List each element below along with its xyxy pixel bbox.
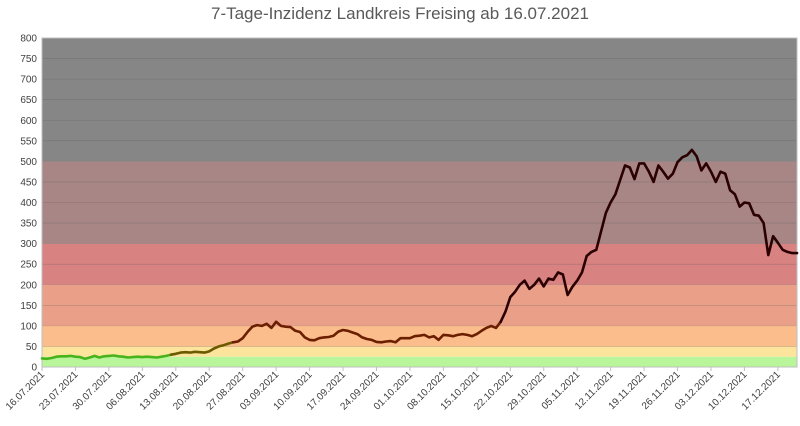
y-tick-label: 400 — [20, 198, 37, 209]
incidence-series — [40, 148, 799, 361]
y-tick-label: 800 — [20, 34, 37, 45]
y-tick-label: 550 — [20, 136, 37, 147]
y-tick-label: 50 — [26, 342, 38, 353]
y-tick-label: 150 — [20, 301, 37, 312]
band-200-300 — [42, 243, 797, 285]
y-tick-label: 250 — [20, 260, 37, 271]
y-tick-label: 700 — [20, 75, 37, 86]
plot-border — [41, 37, 798, 368]
band-25-50 — [42, 346, 797, 357]
y-tick-label: 500 — [20, 157, 37, 168]
y-tick-label: 750 — [20, 54, 37, 65]
series-line-segment-4 — [499, 148, 799, 324]
y-tick-label: 600 — [20, 116, 37, 127]
series-line-segment-1 — [40, 353, 173, 361]
y-tick-label: 200 — [20, 280, 37, 291]
chart-title: 7-Tage-Inzidenz Landkreis Freising ab 16… — [210, 4, 590, 23]
y-tick-label: 300 — [20, 239, 37, 250]
incidence-bands — [42, 38, 797, 367]
series-line-segment-3 — [231, 320, 503, 344]
grid-lines — [42, 58, 797, 347]
x-axis: 16.07.202123.07.202130.07.202106.08.2021… — [4, 367, 783, 413]
y-tick-label: 350 — [20, 219, 37, 230]
y-tick-label: 650 — [20, 95, 37, 106]
band-100-200 — [42, 284, 797, 326]
y-tick-label: 100 — [20, 321, 37, 332]
band-0-25 — [42, 356, 797, 367]
band-500-800 — [42, 38, 797, 162]
y-tick-label: 450 — [20, 177, 37, 188]
y-tick-label: 0 — [31, 363, 37, 374]
y-axis: 0 50 100 150 200 250 300 350 400 450 500 550 600 650 7… — [20, 34, 37, 374]
series-line-segment-2 — [169, 340, 235, 357]
